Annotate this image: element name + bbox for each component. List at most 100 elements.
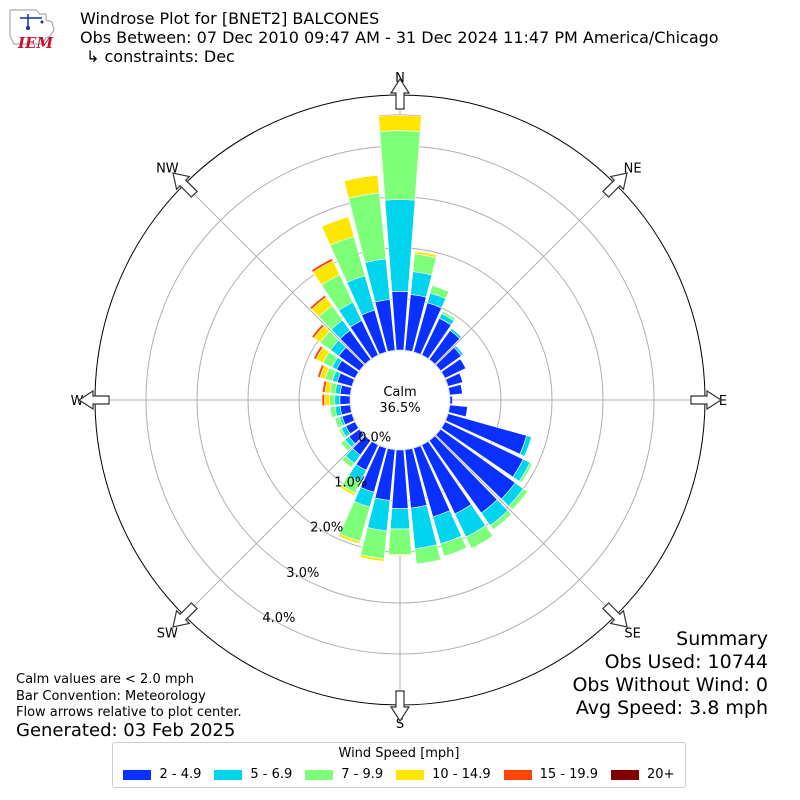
calm-circle	[351, 351, 449, 449]
wind-bar-segment	[317, 364, 325, 378]
wind-bar-segment	[508, 488, 528, 511]
flow-arrow-icon	[389, 690, 411, 723]
legend-item: 10 - 14.9	[396, 767, 491, 782]
legend-swatch	[396, 769, 425, 780]
angular-gridline	[435, 183, 617, 365]
flow-arrow-shape	[389, 77, 411, 110]
flow-arrow-shape	[172, 172, 198, 198]
calm-label: Calm	[383, 385, 416, 400]
legend-item: 2 - 4.9	[123, 767, 201, 782]
legend-swatch	[611, 769, 640, 780]
flow-arrow-shape	[602, 172, 628, 198]
wind-bar-segment	[390, 508, 410, 530]
iem-logo: IEM	[6, 6, 66, 52]
wind-bar-segment	[321, 216, 355, 246]
angular-gridline	[183, 435, 365, 617]
flow-arrow-icon	[172, 602, 198, 628]
wind-bar-segment	[489, 510, 512, 531]
wind-bar-segment	[440, 535, 468, 557]
wind-bar-segment	[340, 439, 352, 452]
legend-swatch	[123, 769, 152, 780]
legend-items: 2 - 4.9 5 - 6.9 7 - 9.9 10 - 14.9 15 - 1…	[113, 767, 685, 782]
wind-bar-segment	[378, 115, 422, 132]
wind-bar-segment	[334, 394, 341, 406]
radial-tick-label: 0.0%	[358, 431, 391, 446]
wind-bar-segment	[339, 384, 352, 396]
wind-bar-segment	[449, 395, 453, 405]
legend-label: 15 - 19.9	[539, 767, 599, 782]
wind-bar-segment	[388, 528, 412, 555]
wind-bar-segment	[311, 258, 334, 273]
wind-bar-segment	[329, 406, 338, 418]
chart-overlay: Calm36.5%0.0%1.0%2.0%3.0%4.0%NNEESESSWWN…	[71, 71, 728, 732]
wind-bar-segment	[519, 435, 532, 457]
wind-bar-segment	[311, 323, 325, 339]
legend-item: 20+	[611, 767, 674, 782]
wind-bar-segment	[448, 384, 463, 396]
notes: Calm values are < 2.0 mph Bar Convention…	[16, 672, 242, 722]
wind-bar-segment	[384, 199, 416, 292]
wind-bar-segment	[334, 416, 344, 429]
flow-arrow-shape	[389, 690, 411, 723]
flow-arrow-icon	[172, 172, 198, 198]
flow-arrow-icon	[602, 172, 628, 198]
legend-item: 5 - 6.9	[214, 767, 292, 782]
note-flow-arrows: Flow arrows relative to plot center.	[16, 705, 242, 720]
compass-label-s: S	[396, 717, 404, 732]
compass-label-sw: SW	[157, 627, 178, 642]
summary-obs-used: Obs Used: 10744	[604, 651, 768, 673]
wind-bar-segment	[445, 372, 464, 387]
wind-bar-segment	[379, 130, 421, 201]
wind-bar-segment	[329, 394, 336, 406]
wind-bar-segment	[359, 554, 385, 562]
legend-swatch	[214, 769, 243, 780]
legend-item: 15 - 19.9	[503, 767, 599, 782]
flow-arrow-shape	[602, 602, 628, 628]
legend-label: 2 - 4.9	[159, 767, 202, 782]
calm-percent: 36.5%	[379, 401, 420, 416]
compass-label-w: W	[71, 394, 84, 409]
flow-arrow-icon	[389, 77, 411, 110]
wind-bar-segment	[518, 462, 533, 484]
legend-swatch	[305, 769, 334, 780]
flow-arrow-icon	[77, 389, 110, 411]
wind-bar-segment	[324, 394, 331, 406]
compass-label-e: E	[719, 394, 727, 409]
generated-date: Generated: 03 Feb 2025	[16, 720, 236, 741]
summary-obs-without-wind: Obs Without Wind: 0	[572, 674, 768, 696]
radial-tick-label: 3.0%	[286, 566, 319, 581]
wind-bar-segment	[338, 533, 361, 545]
wind-bar-segment	[321, 393, 326, 407]
chart-header: Windrose Plot for [BNET2] BALCONES Obs B…	[80, 9, 719, 66]
wind-bar-segment	[414, 544, 442, 565]
legend-swatch	[503, 769, 532, 780]
summary-title: Summary	[676, 628, 768, 650]
legend-label: 7 - 9.9	[341, 767, 384, 782]
wind-bar-segment	[465, 525, 494, 549]
wind-bar-segment	[339, 395, 351, 405]
wind-bar-segment	[322, 380, 328, 393]
legend-label: 5 - 6.9	[250, 767, 293, 782]
wind-bar-segment	[339, 404, 352, 416]
flow-arrow-icon	[602, 602, 628, 628]
flow-arrow-shape	[172, 602, 198, 628]
legend-item: 7 - 9.9	[305, 767, 383, 782]
wind-bar-segment	[338, 427, 347, 439]
wind-bar-segment	[339, 485, 356, 497]
chart-constraints: ↳ constraints: Dec	[86, 47, 235, 66]
compass-label-ne: NE	[624, 161, 642, 176]
flow-arrow-shape	[690, 389, 723, 411]
wind-bar-segment	[440, 358, 467, 379]
note-bar-convention: Bar Convention: Meteorology	[16, 688, 206, 704]
radial-tick-label: 2.0%	[310, 521, 343, 536]
logo-text: IEM	[18, 34, 54, 52]
legend-label: 10 - 14.9	[432, 767, 491, 782]
chart-subtitle: Obs Between: 07 Dec 2010 09:47 AM - 31 D…	[80, 28, 719, 47]
wind-bar-segment	[360, 527, 388, 560]
wind-bar-segment	[441, 310, 456, 322]
compass-label-se: SE	[624, 627, 640, 642]
wind-bar-segment	[449, 327, 463, 340]
wind-bars	[309, 114, 533, 565]
wind-bar-segment	[414, 250, 438, 259]
